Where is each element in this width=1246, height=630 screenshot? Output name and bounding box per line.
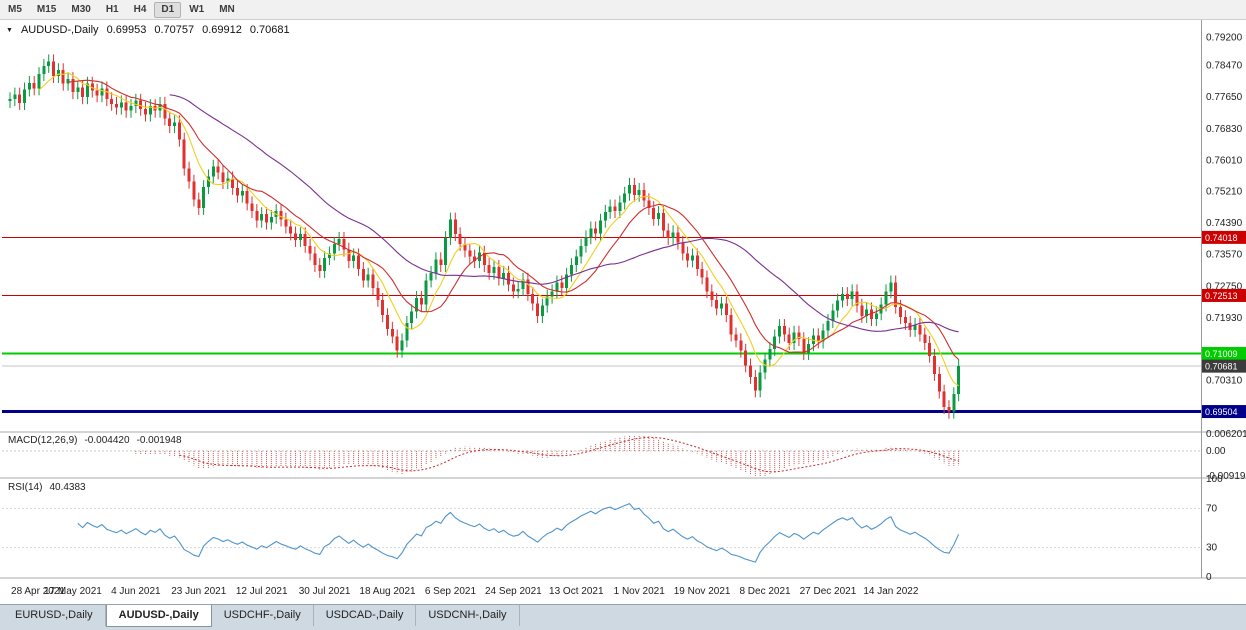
timeframe-button-h1[interactable]: H1 <box>105 3 119 15</box>
macd-main-value: -0.004420 <box>84 435 130 446</box>
svg-text:1 Nov 2021: 1 Nov 2021 <box>614 586 666 597</box>
svg-text:0: 0 <box>1206 572 1212 583</box>
svg-text:0.72750: 0.72750 <box>1206 281 1243 292</box>
svg-text:0.70681: 0.70681 <box>1205 362 1238 372</box>
timeframe-button-d1[interactable]: D1 <box>154 1 182 18</box>
timeframe-button-m15[interactable]: M15 <box>36 3 57 15</box>
svg-text:6 Sep 2021: 6 Sep 2021 <box>425 586 477 597</box>
timeframe-button-h4[interactable]: H4 <box>133 3 147 15</box>
macd-signal-value: -0.001948 <box>136 435 182 446</box>
svg-text:0.78470: 0.78470 <box>1206 61 1243 72</box>
quote-open: 0.69953 <box>106 24 147 36</box>
moving-average-line-34 <box>169 94 959 333</box>
svg-text:0.75210: 0.75210 <box>1206 186 1243 197</box>
level-badge: 0.72513 <box>1202 288 1246 302</box>
svg-text:70: 70 <box>1206 503 1218 514</box>
svg-text:0.77650: 0.77650 <box>1206 92 1243 103</box>
chart-canvas[interactable]: 0.79200 0.78470 0.77650 0.76830 0.76010 0.752… <box>0 20 1246 604</box>
svg-text:14 Jan 2022: 14 Jan 2022 <box>863 586 918 597</box>
svg-text:-0.009197: -0.009197 <box>1206 471 1246 482</box>
timeframe-button-w1[interactable]: W1 <box>189 3 205 15</box>
svg-text:17 May 2021: 17 May 2021 <box>44 586 102 597</box>
rsi-name: RSI(14) <box>8 482 43 493</box>
svg-text:0.79200: 0.79200 <box>1206 32 1243 43</box>
svg-text:27 Dec 2021: 27 Dec 2021 <box>800 586 857 597</box>
price-axis-labels: 0.79200 0.78470 0.77650 0.76830 0.76010 0.752… <box>1206 32 1246 583</box>
level-badge: 0.71009 <box>1202 346 1246 360</box>
tab-usdcnh-daily[interactable]: USDCNH-,Daily <box>416 605 520 626</box>
tab-usdcad-daily[interactable]: USDCAD-,Daily <box>314 605 417 626</box>
svg-text:0.71930: 0.71930 <box>1206 313 1243 324</box>
rsi-indicator-label: RSI(14) 40.4383 <box>8 482 86 493</box>
svg-text:0.74018: 0.74018 <box>1205 233 1238 243</box>
price-level-lines <box>2 236 1201 414</box>
chart-header: ▼ AUDUSD-,Daily 0.69953 0.70757 0.69912 … <box>6 24 290 36</box>
svg-text:0.006201: 0.006201 <box>1206 429 1246 440</box>
svg-text:13 Oct 2021: 13 Oct 2021 <box>549 586 604 597</box>
macd-name: MACD(12,26,9) <box>8 435 78 446</box>
moving-average-line-13 <box>68 79 959 360</box>
chart-tab-bar: EURUSD-,Daily AUDUSD-,Daily USDCHF-,Daily U… <box>0 604 1246 630</box>
svg-text:0.73570: 0.73570 <box>1206 250 1243 261</box>
macd-indicator-label: MACD(12,26,9) -0.004420 -0.001948 <box>8 435 182 446</box>
timeframe-toolbar: M5 M15 M30 H1 H4 D1 W1 MN <box>0 0 1246 20</box>
svg-text:18 Aug 2021: 18 Aug 2021 <box>359 586 416 597</box>
quote-close: 0.70681 <box>249 24 290 36</box>
svg-text:24 Sep 2021: 24 Sep 2021 <box>485 586 542 597</box>
svg-text:30: 30 <box>1206 543 1218 554</box>
svg-text:0.74390: 0.74390 <box>1206 218 1243 229</box>
svg-text:28 Apr 2021: 28 Apr 2021 <box>11 586 65 597</box>
collapse-icon[interactable]: ▼ <box>6 26 13 34</box>
svg-text:0.70310: 0.70310 <box>1206 375 1243 386</box>
svg-text:23 Jun 2021: 23 Jun 2021 <box>171 586 226 597</box>
svg-text:0.76830: 0.76830 <box>1206 124 1243 135</box>
chart-background <box>0 20 1246 604</box>
svg-text:0.72513: 0.72513 <box>1205 291 1238 301</box>
svg-text:0.76010: 0.76010 <box>1206 156 1243 167</box>
quote-high: 0.70757 <box>154 24 195 36</box>
rsi-value: 40.4383 <box>49 482 86 493</box>
tab-usdchf-daily[interactable]: USDCHF-,Daily <box>212 605 314 626</box>
timeframe-button-m5[interactable]: M5 <box>8 3 22 15</box>
svg-text:12 Jul 2021: 12 Jul 2021 <box>236 586 288 597</box>
svg-text:0.71009: 0.71009 <box>1205 349 1238 359</box>
svg-text:19 Nov 2021: 19 Nov 2021 <box>674 586 731 597</box>
timeframe-button-m30[interactable]: M30 <box>71 3 91 15</box>
svg-text:100: 100 <box>1206 474 1223 485</box>
tab-eurusd-daily[interactable]: EURUSD-,Daily <box>3 605 106 626</box>
svg-text:4 Jun 2021: 4 Jun 2021 <box>111 586 161 597</box>
level-badge: 0.74018 <box>1202 230 1246 244</box>
symbol-label: AUDUSD-,Daily <box>20 24 99 36</box>
current-price-badge: 0.70681 <box>1202 359 1246 373</box>
svg-text:30 Jul 2021: 30 Jul 2021 <box>299 586 351 597</box>
rsi-line <box>77 502 960 563</box>
level-badge: 0.69504 <box>1202 405 1246 419</box>
timeframe-button-mn[interactable]: MN <box>219 3 235 15</box>
svg-text:0.69504: 0.69504 <box>1205 407 1238 417</box>
moving-average-line-7 <box>38 72 959 387</box>
tab-audusd-daily[interactable]: AUDUSD-,Daily <box>105 605 212 627</box>
chart-area: 0.79200 0.78470 0.77650 0.76830 0.76010 0.752… <box>0 20 1246 604</box>
svg-text:8 Dec 2021: 8 Dec 2021 <box>739 586 791 597</box>
quote-low: 0.69912 <box>202 24 242 36</box>
svg-text:0.00: 0.00 <box>1206 446 1226 457</box>
